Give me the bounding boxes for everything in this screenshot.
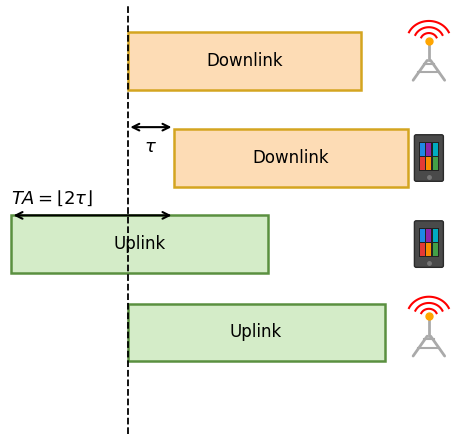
Text: Downlink: Downlink xyxy=(206,52,282,70)
Bar xyxy=(433,243,438,256)
Bar xyxy=(426,143,431,156)
Bar xyxy=(174,129,408,187)
Text: Downlink: Downlink xyxy=(253,149,329,167)
Bar xyxy=(426,243,431,256)
Text: Uplink: Uplink xyxy=(230,323,282,341)
Bar xyxy=(419,142,439,171)
Bar xyxy=(426,157,431,170)
Bar xyxy=(433,229,438,242)
Bar xyxy=(433,143,438,156)
Bar xyxy=(426,229,431,242)
Bar xyxy=(420,243,425,256)
FancyBboxPatch shape xyxy=(415,135,443,181)
Bar xyxy=(433,157,438,170)
Bar xyxy=(419,228,439,257)
FancyBboxPatch shape xyxy=(415,221,443,267)
Bar xyxy=(420,157,425,170)
Bar xyxy=(11,215,268,273)
Text: Uplink: Uplink xyxy=(113,235,165,253)
Bar xyxy=(127,304,384,361)
Bar xyxy=(420,229,425,242)
Bar xyxy=(420,143,425,156)
Text: $\tau$: $\tau$ xyxy=(144,138,157,156)
Bar xyxy=(127,32,361,90)
Text: $TA = \lfloor 2\tau \rfloor$: $TA = \lfloor 2\tau \rfloor$ xyxy=(11,189,93,208)
